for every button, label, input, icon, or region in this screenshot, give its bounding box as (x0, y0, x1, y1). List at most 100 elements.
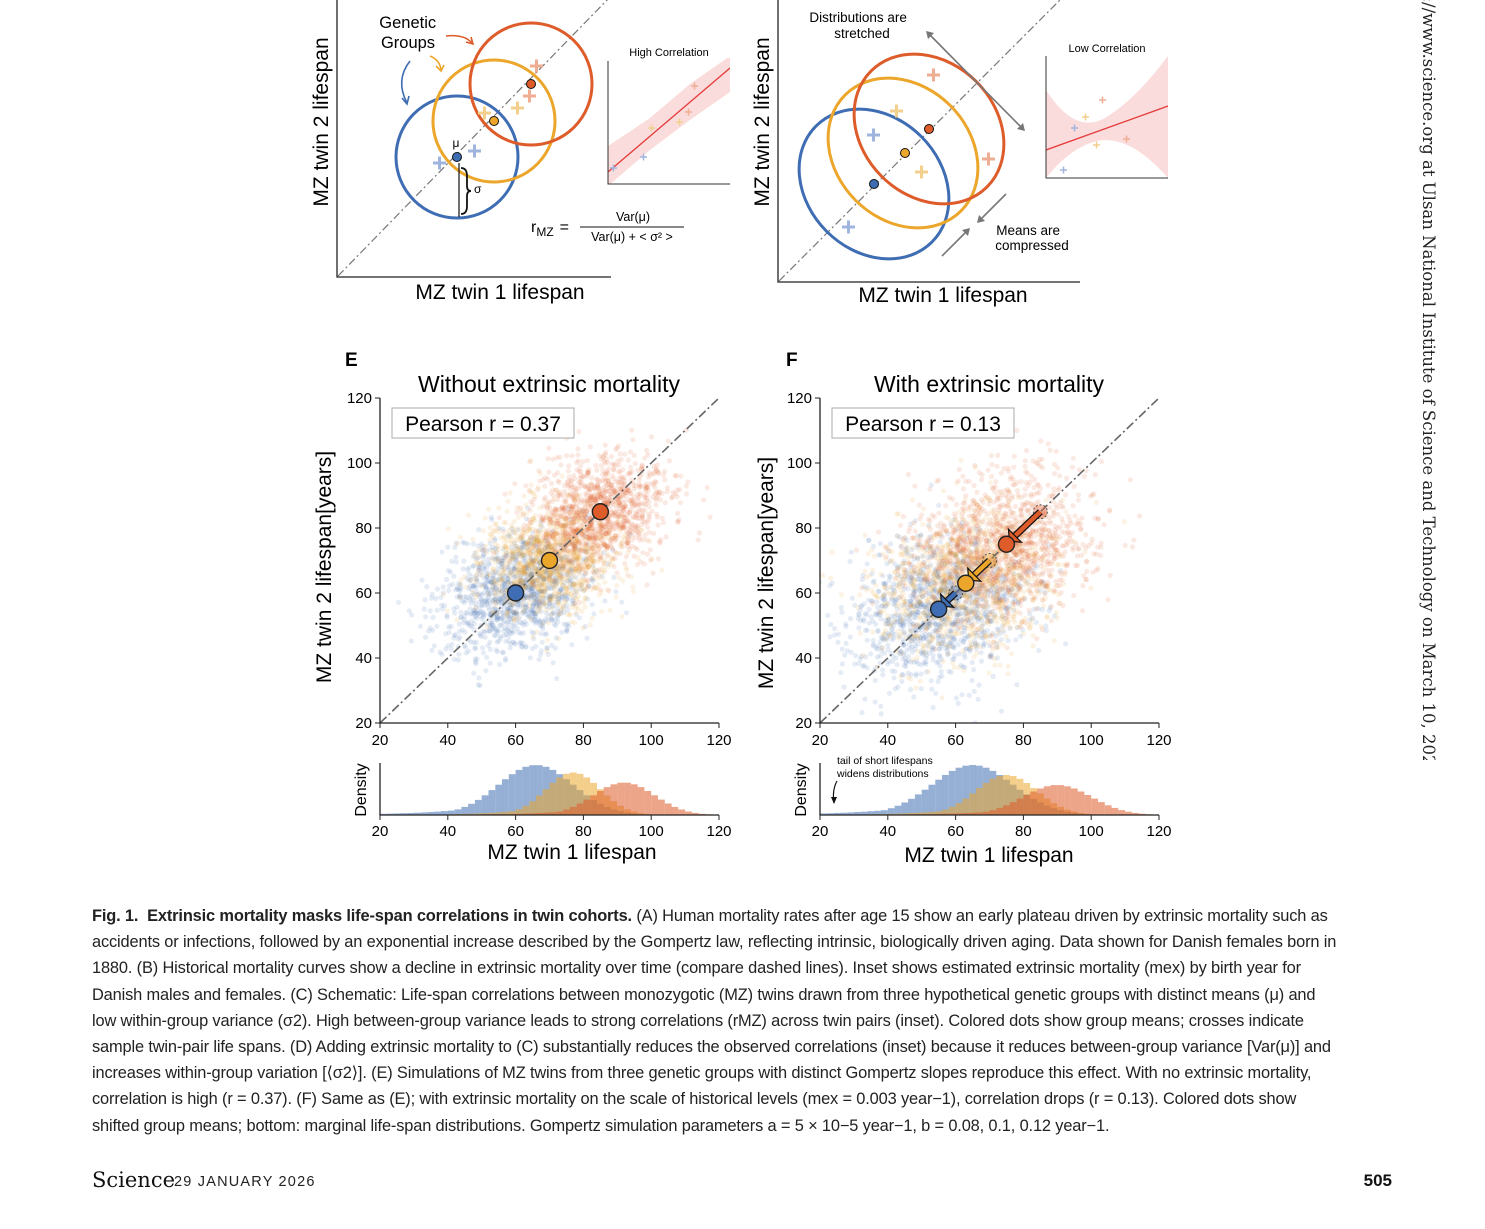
panel-e-scatter-point (508, 616, 514, 622)
panel-e-scatter-point (551, 572, 557, 578)
panel-e-histogram (380, 765, 713, 815)
panel-e-scatter-point (440, 584, 446, 590)
panel-e-scatter-point (526, 599, 533, 605)
panel-e-scatter-point (513, 551, 519, 558)
panel-e-scatter-point (584, 500, 590, 506)
panel-e-scatter-point (589, 558, 595, 564)
panel-c-x-label: MZ twin 1 lifespan (415, 281, 584, 304)
panel-e-scatter-point (565, 569, 571, 576)
panel-e-scatter-point (489, 555, 495, 561)
panel-e-scatter-point (553, 512, 559, 518)
panel-f-scatter-point (971, 688, 977, 694)
panel-e-scatter-point (475, 592, 481, 598)
panel-e-scatter-point (475, 567, 481, 574)
panel-e-scatter-point (695, 537, 701, 543)
panel-e-scatter-point (559, 553, 566, 559)
panel-e-scatter-point (560, 523, 567, 529)
panel-f-scatter-point (853, 653, 859, 659)
panel-e-scatter-point (529, 570, 535, 577)
panel-e-scatter-point (522, 570, 528, 576)
panel-e-scatter-point (469, 574, 475, 580)
panel-e-scatter-point (584, 556, 590, 562)
panel-e-scatter-point (627, 464, 634, 470)
panel-e-scatter-point (523, 611, 529, 617)
panel-e-scatter-point (563, 622, 570, 628)
panel-e-scatter-point (570, 586, 576, 592)
panel-e-scatter-point (471, 563, 477, 569)
panel-e-scatter-point (556, 479, 562, 485)
panel-e-scatter-point (509, 569, 515, 575)
panel-e-scatter-point (500, 577, 506, 583)
panel-e-scatter-point (457, 593, 463, 599)
panel-e-scatter-point (466, 565, 472, 571)
panel-e-scatter-point (525, 573, 531, 579)
panel-e-scatter-point (553, 582, 559, 589)
panel-e-scatter-point (573, 588, 579, 594)
panel-e-scatter-point (454, 585, 460, 591)
panel-e-scatter-point (534, 566, 540, 572)
panel-e-scatter-point (583, 569, 589, 576)
panel-e-scatter-point (590, 546, 596, 552)
panel-e-scatter-point (527, 538, 533, 544)
panel-e-scatter-point (500, 598, 506, 604)
panel-e-scatter-point (584, 457, 591, 464)
panel-e-scatter-point (519, 574, 525, 580)
panel-e-scatter-point (573, 595, 579, 601)
panel-e-scatter-point (509, 630, 515, 637)
panel-e-scatter-point (562, 521, 568, 527)
panel-f-scatter-point (877, 541, 883, 547)
panel-e-scatter-point (601, 569, 608, 575)
panel-e-scatter-point (430, 614, 436, 621)
panel-e-scatter-point (589, 601, 595, 608)
panel-e-scatter-point (532, 599, 538, 605)
panel-e-scatter-point (548, 595, 555, 601)
panel-e-scatter-point (544, 592, 550, 599)
panel-e-y-label: MZ twin 2 lifespan[years] (313, 451, 336, 683)
panel-e-scatter-point (542, 574, 548, 580)
panel-e-scatter-point (620, 467, 626, 473)
panel-e-scatter-point (610, 547, 616, 553)
panel-e-scatter-point (588, 557, 594, 563)
panel-e-scatter-point (560, 605, 566, 611)
panel-e-scatter-point (564, 571, 570, 578)
panel-e-scatter-point (578, 567, 584, 573)
panel-e-scatter-point (481, 552, 487, 559)
panel-e-scatter-point (429, 595, 435, 601)
panel-f-scatter-point (843, 623, 849, 630)
panel-e-scatter-point (525, 542, 531, 548)
panel-e-scatter-point (481, 567, 487, 573)
panel-e-scatter-point (529, 645, 536, 652)
panel-f-scatter-point (1121, 519, 1128, 525)
panel-e-scatter-point (542, 568, 548, 575)
panel-e-scatter-point (461, 617, 467, 623)
panel-e-scatter-point (529, 578, 535, 585)
panel-e-scatter-point (488, 532, 494, 538)
panel-e-scatter-point (446, 583, 453, 589)
panel-e-scatter-point (517, 551, 524, 557)
panel-f-scatter-point (899, 678, 905, 685)
panel-e-scatter-point (495, 543, 501, 549)
panel-e-scatter-point (534, 536, 541, 542)
panel-e-scatter-point (510, 601, 516, 607)
panel-e-scatter-point (470, 583, 477, 589)
panel-e-scatter-point (509, 555, 515, 562)
panel-e-scatter-point (649, 556, 655, 562)
panel-e-scatter-point (550, 593, 556, 599)
panel-c-inset-axes (607, 61, 730, 185)
panel-e-scatter-point (574, 535, 580, 541)
panel-e-scatter-point (605, 459, 611, 466)
panel-f-scatter-point (880, 672, 886, 678)
panel-e-histogram-x-tick-label: 120 (706, 823, 731, 840)
panel-e-scatter-point (535, 617, 541, 623)
panel-e-scatter-point (541, 576, 547, 582)
panel-e-scatter-point (536, 595, 543, 601)
panel-e-scatter-point (455, 644, 461, 650)
panel-e-scatter-point (598, 575, 604, 581)
panel-f-scatter-point (998, 708, 1005, 714)
panel-e-scatter-point (494, 550, 500, 556)
panel-e-scatter-point (515, 527, 521, 533)
panel-e-scatter-point (556, 568, 562, 574)
panel-e-scatter-point (558, 576, 564, 582)
panel-e-scatter-point (497, 616, 503, 622)
panel-e-scatter-point (502, 568, 508, 574)
